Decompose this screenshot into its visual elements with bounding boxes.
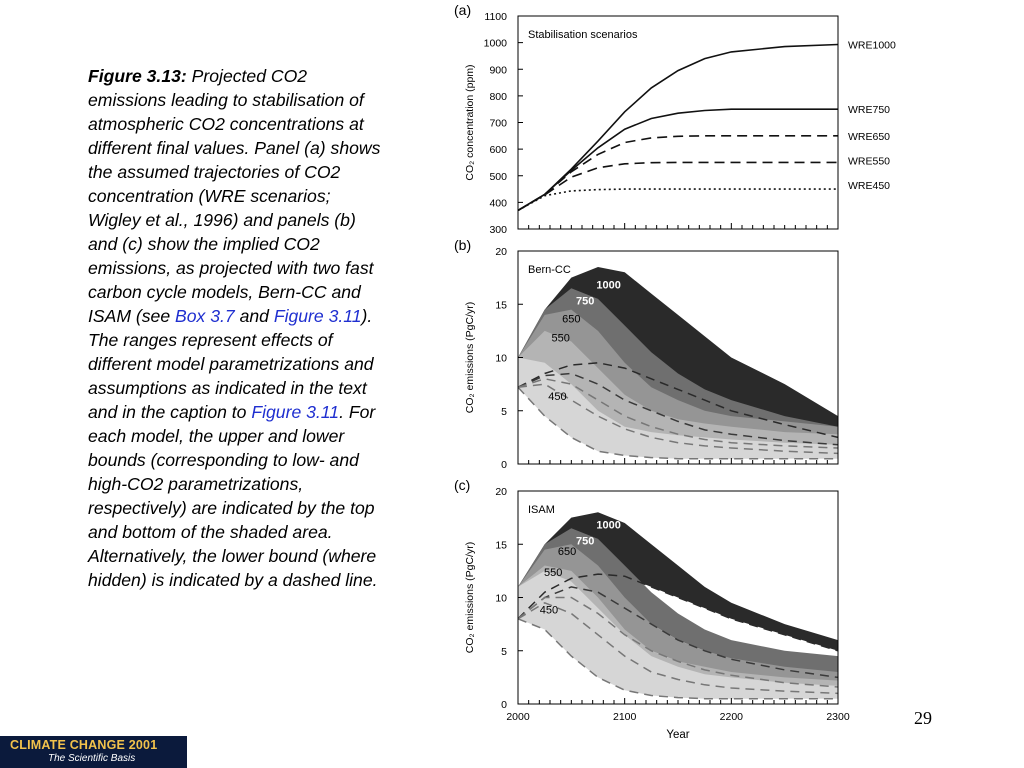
panel-a-frame <box>517 15 839 230</box>
panel-c-label-1000: 1000 <box>596 519 620 531</box>
panel-b-lower-bound-650 <box>517 378 839 449</box>
panel-c-label-550: 550 <box>544 567 562 579</box>
panel-b-area-450 <box>518 357 838 459</box>
panel-b-label-650: 650 <box>562 313 580 325</box>
panel-c-lower-bound-750 <box>517 586 839 679</box>
climate-change-2001-logo: CLIMATE CHANGE 2001 The Scientific Basis <box>0 736 187 768</box>
panel-c-ytick-label: 10 <box>495 593 507 605</box>
panel-a-line-WRE750 <box>517 108 838 212</box>
page-number: 29 <box>914 708 932 728</box>
panel-a-line-WRE650 <box>517 135 838 212</box>
figure-caption: Figure 3.13: Projected CO2 emissions lea… <box>88 64 388 592</box>
panel-c-ytick-label: 20 <box>495 486 507 498</box>
panel-b-area-550 <box>518 330 838 454</box>
panel-a-series-label-WRE450: WRE450 <box>848 180 890 192</box>
panel-c-area-650 <box>518 544 838 687</box>
panel-a-ytick-label: 1100 <box>484 11 507 23</box>
caption-text-1: Projected CO2 emissions leading to stabi… <box>88 66 381 326</box>
panel-c-lower-bound-550 <box>517 601 839 695</box>
panel-b-ylabel: CO₂ emissions (PgC/yr) <box>464 302 476 413</box>
panel-b-lower-bound-750 <box>517 372 839 446</box>
panel-a-line-WRE1000 <box>517 43 839 212</box>
panel-c-lower-bound-650 <box>517 596 839 688</box>
panel-a-ytick-label: 1000 <box>484 38 508 50</box>
panel-b-label-1000: 1000 <box>596 279 620 291</box>
panel-b-lower-bound-550 <box>517 383 839 455</box>
panel-b-title: Bern-CC <box>528 264 571 276</box>
caption-text-3: ). The ranges represent effects of diffe… <box>88 306 374 422</box>
panel-b-lower-bound-450 <box>517 386 838 460</box>
panel-b-ytick-label: 15 <box>495 299 507 311</box>
panel-b-ytick-label: 0 <box>501 459 507 471</box>
logo-subtitle: The Scientific Basis <box>48 753 136 764</box>
logo-title: CLIMATE CHANGE 2001 <box>10 738 158 752</box>
panel-c-ytick-label: 5 <box>501 646 507 658</box>
panel-a-line-WRE550 <box>517 161 838 212</box>
panel-a-series-label-WRE1000: WRE1000 <box>848 39 896 51</box>
panel-c-lower-bound-450 <box>517 618 838 700</box>
panel-a-ylabel: CO₂ concentration (ppm) <box>464 64 476 180</box>
panel-a-title: Stabilisation scenarios <box>528 29 638 41</box>
box-3-7-link[interactable]: Box 3.7 <box>175 306 235 326</box>
panel-a-ytick-label: 900 <box>489 64 507 76</box>
panel-c-label-750: 750 <box>576 535 594 547</box>
panel-a-ytick-label: 400 <box>489 197 507 209</box>
panel-a-ytick-label: 700 <box>489 118 507 130</box>
panel-c-label-450: 450 <box>540 604 558 616</box>
panel-c-xtick-label: 2100 <box>613 711 637 723</box>
figure-3-13-chart: WRE1000WRE750WRE650WRE550WRE450300400500… <box>454 2 896 741</box>
panel-a-panel-label: (a) <box>454 2 471 18</box>
figure-3-11-link-2[interactable]: Figure 3.11 <box>251 402 340 422</box>
panel-c-area-450 <box>518 570 838 699</box>
panel-c-xtick-label: 2300 <box>826 711 850 723</box>
panel-a-ytick-label: 300 <box>489 224 507 236</box>
caption-text-2: and <box>234 306 274 326</box>
panel-a-ytick-label: 600 <box>489 144 507 156</box>
panel-a-ytick-label: 800 <box>489 91 507 103</box>
panel-b-label-750: 750 <box>576 295 594 307</box>
panel-a-ytick-label: 500 <box>489 171 507 183</box>
panel-b-ytick-label: 20 <box>495 246 507 258</box>
panel-a-series-label-WRE650: WRE650 <box>848 131 890 143</box>
panel-c-lower-bound-1000 <box>517 573 839 652</box>
panel-c-label-650: 650 <box>558 546 576 558</box>
panel-a-series-label-WRE750: WRE750 <box>848 104 890 116</box>
panel-a-line-WRE450 <box>517 188 838 212</box>
panel-b-lower-bound-1000 <box>517 362 839 439</box>
panel-c-xtick-label: 2200 <box>720 711 744 723</box>
panel-a-series-label-WRE550: WRE550 <box>848 155 890 167</box>
panel-b-area-750 <box>518 288 838 445</box>
figure-3-11-link[interactable]: Figure 3.11 <box>273 306 362 326</box>
caption-text-4: . For each model, the upper and lower bo… <box>88 402 378 590</box>
panel-b-label-450: 450 <box>548 391 566 403</box>
panel-b-label-550: 550 <box>551 333 569 345</box>
panel-c-xlabel: Year <box>666 729 689 741</box>
panel-b-panel-label: (b) <box>454 237 471 253</box>
panel-c-ylabel: CO₂ emissions (PgC/yr) <box>464 542 476 653</box>
panel-c-xtick-label: 2000 <box>506 711 530 723</box>
panel-b-ytick-label: 5 <box>501 406 507 418</box>
panel-b-ytick-label: 10 <box>495 353 507 365</box>
panel-c-panel-label: (c) <box>454 477 470 493</box>
panel-b-area-650 <box>518 309 838 448</box>
panel-c-ytick-label: 15 <box>495 539 507 551</box>
panel-c-ytick-label: 0 <box>501 699 507 711</box>
caption-lead: Figure 3.13: <box>88 66 187 86</box>
panel-c-title: ISAM <box>528 504 555 516</box>
